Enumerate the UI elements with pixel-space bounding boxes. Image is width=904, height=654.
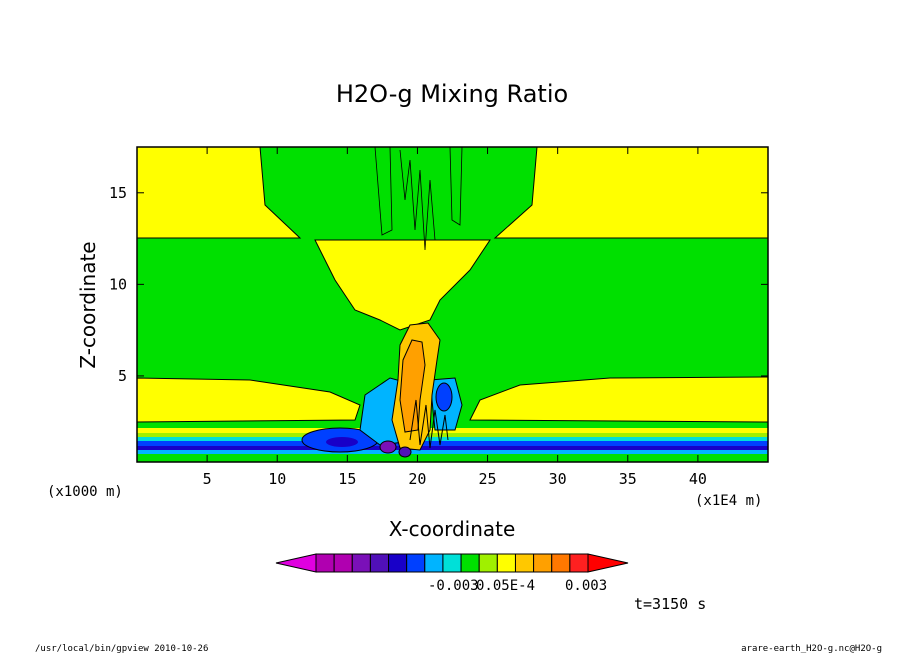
x-tick-label: 5: [203, 470, 212, 488]
x-tick-label: 15: [338, 470, 356, 488]
contour-band-cyan: [137, 437, 768, 441]
x-tick-label: 40: [689, 470, 707, 488]
contour-upper-right-yellow: [493, 147, 768, 239]
contour-green-column: [449, 147, 463, 226]
colorbar-extend-left: [275, 553, 317, 573]
colorbar-swatch: [533, 553, 553, 573]
contour-blue-right: [435, 382, 453, 412]
contour-purple-spot: [398, 446, 412, 458]
colorbar-swatch: [569, 553, 589, 573]
y-ticks: 5 10 15: [109, 184, 768, 385]
colorbar-extend-right: [587, 553, 629, 573]
colorbar-swatch: [406, 553, 426, 573]
colorbar-swatch: [315, 553, 335, 573]
x-tick-label: 25: [479, 470, 497, 488]
x-tick-label: 10: [268, 470, 286, 488]
y-unit-label: (x1000 m): [47, 484, 123, 500]
colorbar: [275, 553, 629, 573]
contour-band-lightblue: [137, 450, 768, 454]
contour-lower-right-yellow: [469, 376, 768, 423]
colorbar-swatch: [424, 553, 444, 573]
plot-frame: [136, 146, 769, 463]
contour-darkblue-patch: [326, 437, 358, 447]
y-axis-label: Z-coordinate: [76, 241, 100, 368]
contour-green-column: [374, 147, 393, 236]
colorbar-swatch: [551, 553, 571, 573]
x-unit-label: (x1E4 m): [695, 493, 762, 509]
y-tick-label: 10: [109, 275, 127, 293]
contour-band-blue: [137, 441, 768, 446]
y-tick-label: 15: [109, 184, 127, 202]
contour-purple-spot: [379, 440, 397, 454]
contour-orange-plume: [399, 339, 426, 433]
footer-left: /usr/local/bin/gpview 2010-10-26: [35, 644, 208, 654]
footer-right: arare-earth_H2O-g.nc@H2O-g: [741, 644, 882, 654]
colorbar-tick-label: 0.05E-4: [476, 578, 535, 594]
colorbar-swatch: [478, 553, 498, 573]
contour-lower-left-yellow: [137, 377, 361, 423]
y-tick-label: 5: [118, 367, 127, 385]
contour-band-darkblue: [137, 446, 768, 450]
time-label: t=3150 s: [634, 595, 706, 613]
colorbar-swatch: [514, 553, 535, 573]
contour-band-bottom-green: [137, 454, 768, 462]
contour-field: [137, 147, 768, 462]
x-ticks: 5 10 15 20 25 30 35 40: [203, 147, 707, 488]
colorbar-swatch: [351, 553, 371, 573]
contour-band-lightgreen: [137, 433, 768, 437]
plot-area: 5 10 15 20 25 30 35 40 5 10 15: [109, 146, 769, 488]
colorbar-tick-label: -0.003: [428, 578, 479, 594]
colorbar-swatch: [333, 553, 353, 573]
x-axis-label: X-coordinate: [389, 517, 516, 541]
chart-title: H2O-g Mixing Ratio: [336, 80, 568, 108]
contour-upper-lines: [399, 149, 436, 251]
colorbar-swatch: [388, 553, 408, 573]
x-tick-label: 35: [619, 470, 637, 488]
contour-turbulent-lines: [409, 399, 449, 449]
contour-upper-left-yellow: [137, 147, 302, 239]
colorbar-swatch: [460, 553, 480, 573]
colorbar-tick-label: 0.003: [565, 578, 607, 594]
colorbar-swatch: [442, 553, 462, 573]
x-tick-label: 30: [549, 470, 567, 488]
x-tick-label: 20: [408, 470, 426, 488]
colorbar-swatch: [496, 553, 516, 573]
colorbar-swatch: [369, 553, 390, 573]
